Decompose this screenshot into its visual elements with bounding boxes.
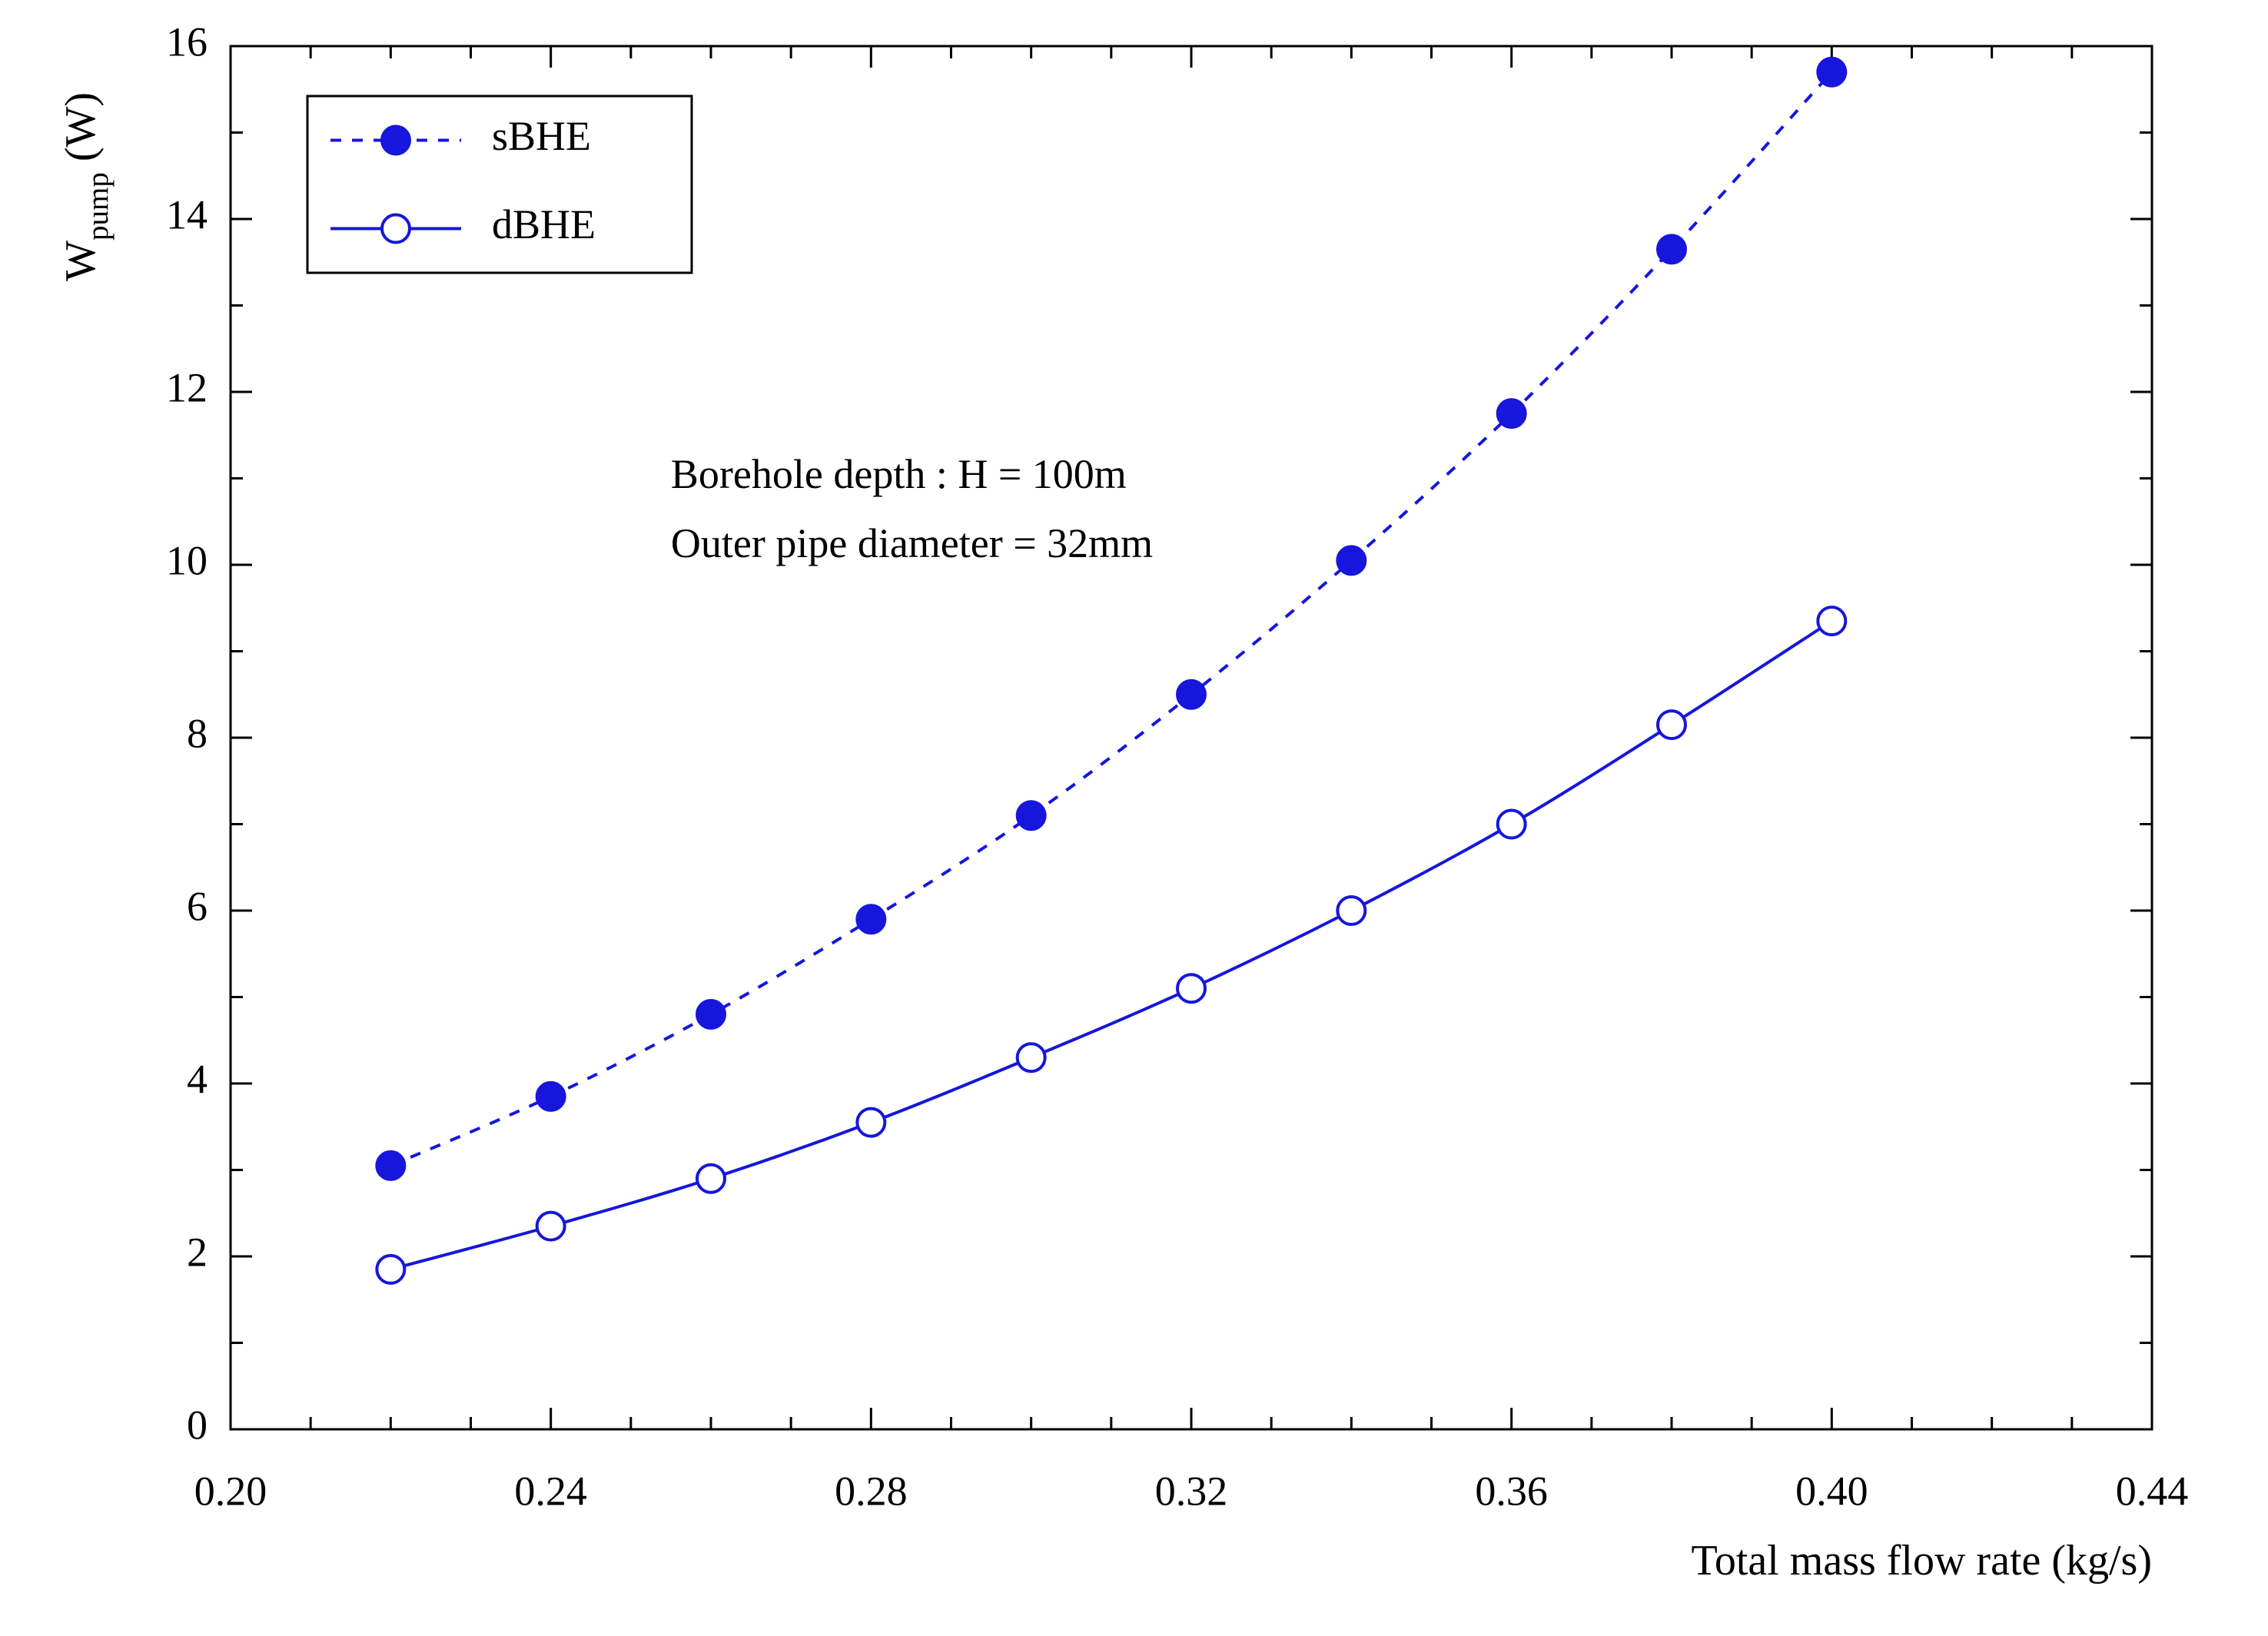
series-marker-sbhe bbox=[537, 1083, 565, 1110]
series-marker-sbhe bbox=[1818, 58, 1845, 86]
x-tick-label: 0.44 bbox=[2116, 1468, 2189, 1514]
y-tick-label: 2 bbox=[187, 1229, 208, 1275]
series-marker-sbhe bbox=[377, 1152, 404, 1180]
series-marker-sbhe bbox=[1337, 546, 1365, 574]
y-tick-label: 8 bbox=[187, 710, 208, 756]
series-marker-sbhe bbox=[1177, 681, 1205, 708]
annotation-text: Outer pipe diameter = 32mm bbox=[671, 520, 1153, 566]
legend-label: dBHE bbox=[492, 201, 596, 247]
line-chart: 0.20 0.24 0.28 0.32 0.36 0.40 0.44 0 2 4 6 8 10 12 14 1… bbox=[0, 0, 2268, 1636]
legend-marker-icon bbox=[382, 215, 410, 243]
y-tick-label: 16 bbox=[166, 18, 208, 65]
y-tick-label: 14 bbox=[166, 191, 208, 237]
series-marker-dbhe bbox=[537, 1213, 565, 1240]
series-marker-dbhe bbox=[857, 1109, 885, 1137]
y-tick-label: 12 bbox=[166, 364, 208, 410]
legend-marker-icon bbox=[382, 127, 410, 154]
annotation-text: Borehole depth : H = 100m bbox=[671, 451, 1127, 497]
x-tick-label: 0.36 bbox=[1475, 1468, 1548, 1514]
x-tick-label: 0.32 bbox=[1155, 1468, 1228, 1514]
series-marker-sbhe bbox=[857, 905, 885, 933]
x-tick-label: 0.24 bbox=[514, 1468, 587, 1514]
y-tick-label: 6 bbox=[187, 883, 208, 929]
series-marker-dbhe bbox=[1498, 811, 1526, 838]
y-tick-label: 4 bbox=[187, 1056, 208, 1102]
series-marker-sbhe bbox=[1658, 235, 1685, 263]
series-marker-sbhe bbox=[1498, 400, 1526, 427]
series-marker-dbhe bbox=[1658, 711, 1685, 738]
y-tick-label: 0 bbox=[187, 1402, 208, 1448]
y-tick-label: 10 bbox=[166, 537, 208, 583]
x-tick-label: 0.20 bbox=[194, 1468, 267, 1514]
series-marker-dbhe bbox=[1818, 607, 1845, 635]
series-marker-sbhe bbox=[697, 1001, 725, 1028]
series-marker-dbhe bbox=[1177, 974, 1205, 1002]
chart-container: 0.20 0.24 0.28 0.32 0.36 0.40 0.44 0 2 4 6 8 10 12 14 1… bbox=[0, 0, 2268, 1636]
x-tick-label: 0.28 bbox=[835, 1468, 908, 1514]
series-marker-dbhe bbox=[697, 1165, 725, 1193]
series-marker-dbhe bbox=[1337, 897, 1365, 924]
x-axis-label: Total mass flow rate (kg/s) bbox=[1692, 1537, 2152, 1585]
legend-label: sBHE bbox=[492, 113, 591, 159]
series-marker-dbhe bbox=[377, 1256, 404, 1283]
series-marker-sbhe bbox=[1018, 801, 1045, 829]
x-tick-label: 0.40 bbox=[1795, 1468, 1868, 1514]
series-marker-dbhe bbox=[1018, 1044, 1045, 1071]
